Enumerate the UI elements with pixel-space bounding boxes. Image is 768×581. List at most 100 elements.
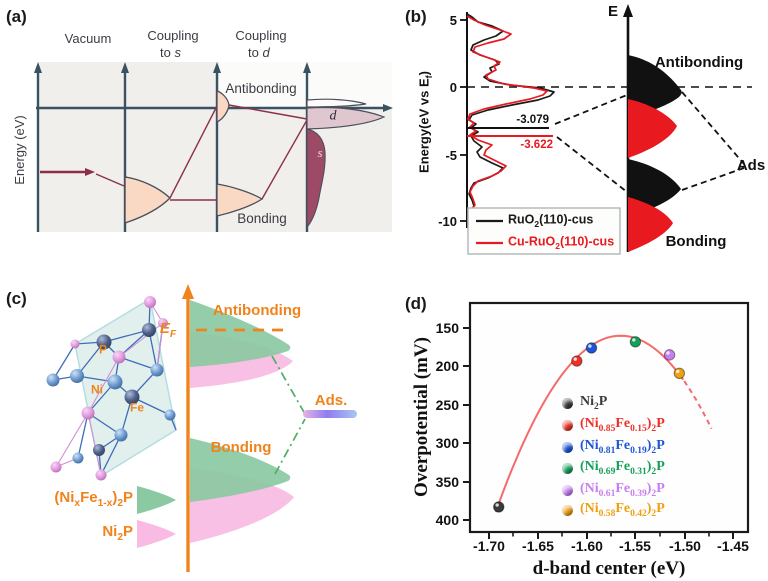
- panel-c-antibonding-label: Antibonding: [212, 302, 302, 320]
- panel-b-bonding-label: Bonding: [665, 233, 727, 251]
- svg-text:-1.55: -1.55: [619, 538, 651, 554]
- fe-atom-label: Fe: [129, 400, 145, 415]
- legend-peak-green: [137, 486, 176, 514]
- y-tick-labels: 150 200 250 300 350 400: [436, 320, 460, 528]
- s-coupled-state-peak: [124, 176, 172, 224]
- bonding-peak-red: [628, 197, 673, 252]
- dos-axis-ticks: [460, 19, 467, 222]
- panel-d-tag: (d): [405, 294, 427, 313]
- svg-text:250: 250: [436, 397, 460, 413]
- panel-b-dos-chart: 5 0 -5 -10 -3.079 -3.622: [438, 4, 752, 255]
- legend-label-ruo2: RuO2(110)-cus: [508, 212, 594, 229]
- ads-splitting-lines: [271, 355, 306, 475]
- data-point: [673, 367, 686, 380]
- antibonding-peak-black: [628, 55, 682, 118]
- e-axis-label: E: [607, 3, 619, 21]
- svg-text:-1.70: -1.70: [473, 538, 505, 554]
- svg-text:-1.65: -1.65: [522, 538, 554, 554]
- p-atom: [95, 469, 107, 481]
- svg-text:0: 0: [450, 80, 457, 95]
- svg-text:-5: -5: [445, 148, 457, 163]
- level-splitting-dashes: [554, 91, 745, 193]
- p-atom: [112, 350, 126, 364]
- antibonding-peak-red: [628, 99, 677, 158]
- data-point-highlight: [588, 344, 592, 348]
- s-band-label: s: [317, 145, 323, 161]
- panel-b-ads-label: Ads: [736, 157, 766, 175]
- data-point: [663, 349, 676, 361]
- ni-atom: [164, 409, 176, 421]
- svg-text:350: 350: [436, 474, 460, 490]
- panel-a: (a) Vacuum Coupling to s Coupling to d E…: [0, 0, 400, 260]
- d-band-filled: [306, 106, 386, 130]
- plot-frame: [468, 301, 750, 534]
- data-point-highlight: [632, 338, 636, 342]
- panel-b-y-axis-label: Energy(eV vs Ef): [416, 71, 435, 173]
- major-ticks: [463, 327, 734, 539]
- column-label-coupling-s-1: Coupling: [147, 28, 199, 44]
- p-atom: [70, 339, 80, 349]
- ni-atom: [114, 428, 128, 442]
- panel-b-tag: (b): [405, 7, 427, 26]
- ni-atom: [70, 369, 84, 383]
- nifep-bonding-peak: [190, 438, 291, 502]
- column-label-coupling-d-1: Coupling: [235, 28, 287, 44]
- panel-d-x-axis-title: d-band center (eV): [532, 558, 686, 580]
- bonding-state-peak: [216, 183, 264, 217]
- data-point: [629, 336, 642, 348]
- svg-text:-10: -10: [438, 214, 457, 229]
- dos-legend-box: [467, 207, 621, 255]
- dband-center-value-red: -3.622: [520, 139, 553, 151]
- p-atom: [81, 406, 95, 420]
- svg-text:400: 400: [436, 512, 460, 528]
- atoms: [46, 296, 176, 481]
- ni-atom: [150, 363, 164, 377]
- pdos-peaks: [190, 300, 294, 543]
- data-point-highlight: [495, 503, 499, 507]
- legend-peak-pink: [137, 520, 176, 548]
- panel-c-bonding-label: Bonding: [210, 439, 272, 457]
- legend-label-ni2p: Ni2P: [102, 523, 133, 543]
- data-point: [585, 342, 598, 354]
- panel-d-y-axis-title: Overpotential (mV): [411, 337, 433, 497]
- scatter-plot-content: [493, 334, 713, 513]
- data-point-highlight: [666, 351, 670, 355]
- panel-b-antibonding-label: Antibonding: [654, 54, 744, 72]
- panel-b: 5 0 -5 -10 -3.079 -3.622: [400, 0, 768, 268]
- panel-c-tag: (c): [6, 289, 27, 308]
- data-point: [493, 501, 505, 513]
- ni-atom: [107, 374, 123, 390]
- fermi-level-label: EF: [159, 320, 177, 341]
- ni-atom-label: Ni: [91, 382, 103, 397]
- fe-atom: [93, 444, 105, 456]
- fe-atom: [124, 389, 140, 405]
- svg-text:-1.50: -1.50: [669, 538, 701, 554]
- dband-center-value-black: -3.079: [516, 114, 549, 126]
- column-label-vacuum: Vacuum: [64, 31, 112, 47]
- dos-axis-tick-labels: 5 0 -5 -10: [438, 13, 457, 229]
- d-band-label: d: [329, 108, 337, 124]
- panel-a-antibonding-label: Antibonding: [225, 80, 297, 96]
- crystal-structure: [46, 296, 177, 481]
- data-point: [571, 355, 583, 367]
- s-band-filled: [306, 128, 326, 227]
- panel-a-bonding-label: Bonding: [237, 210, 287, 226]
- column-label-coupling-s-2: to s: [160, 45, 181, 61]
- panel-c-ads-label: Ads.: [314, 392, 348, 410]
- p-atom: [50, 461, 62, 473]
- panel-d-volcano-chart: -1.70 -1.65 -1.60 -1.55 -1.50 -1.45 150 …: [436, 301, 750, 554]
- svg-text:-1.45: -1.45: [717, 538, 749, 554]
- adsorbate-level-bar: [303, 410, 357, 418]
- x-tick-labels: -1.70 -1.65 -1.60 -1.55 -1.50 -1.45: [473, 538, 749, 554]
- panel-a-y-axis-label: Energy (eV): [12, 115, 28, 185]
- legend-label-cu-ruo2: Cu-RuO2(110)-cus: [508, 234, 615, 251]
- panel-c: (c) P Ni Fe EF Antibonding Bonding Ads. …: [0, 280, 395, 581]
- panel-c-diagram: [46, 284, 357, 572]
- panel-a-tag: (a): [6, 7, 27, 26]
- svg-text:150: 150: [436, 320, 460, 336]
- legend-label-nifep: (NixFe1-x)2P: [54, 489, 133, 509]
- ni-atom: [72, 452, 84, 464]
- panel-d: -1.70 -1.65 -1.60 -1.55 -1.50 -1.45 150 …: [400, 280, 768, 581]
- p-atom: [158, 318, 168, 328]
